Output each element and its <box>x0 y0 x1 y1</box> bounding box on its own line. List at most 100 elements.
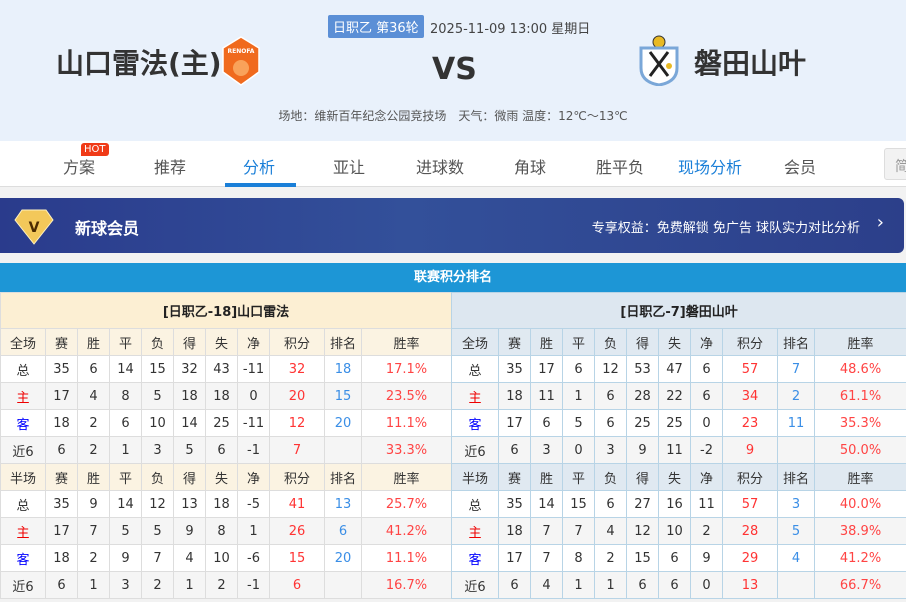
rank <box>324 571 362 599</box>
drawn: 5 <box>562 409 595 437</box>
points: 15 <box>269 544 325 572</box>
column-header: 得 <box>626 463 659 491</box>
goal-diff: 1 <box>237 517 270 545</box>
points: 32 <box>269 355 325 383</box>
row-label: 总 <box>451 355 499 383</box>
home-team-logo[interactable]: RENOFA <box>222 36 260 86</box>
lost: 6 <box>594 490 627 518</box>
goals-for: 53 <box>626 355 659 383</box>
away-team-name[interactable]: 磐田山叶 <box>694 47 807 80</box>
goals-for: 9 <box>626 436 659 464</box>
drawn: 7 <box>562 517 595 545</box>
rank: 5 <box>777 517 815 545</box>
column-header: 半场 <box>0 463 46 491</box>
played: 18 <box>45 544 78 572</box>
goal-diff: 0 <box>690 571 723 599</box>
tab-8[interactable]: 会员 <box>784 158 817 177</box>
row-label: 客 <box>0 409 46 437</box>
column-header: 胜 <box>530 328 563 356</box>
won: 7 <box>530 517 563 545</box>
drawn: 1 <box>562 382 595 410</box>
rank: 7 <box>777 355 815 383</box>
lost: 3 <box>141 436 174 464</box>
tab-5[interactable]: 角球 <box>514 158 547 177</box>
rank: 2 <box>777 382 815 410</box>
goals-against: 6 <box>205 436 238 464</box>
row-label: 总 <box>451 490 499 518</box>
rank <box>324 436 362 464</box>
played: 6 <box>45 571 78 599</box>
tab-6[interactable]: 胜平负 <box>596 158 645 177</box>
column-header: 失 <box>658 463 691 491</box>
league-round-badge[interactable]: 日职乙 第36轮 <box>328 15 424 38</box>
points: 13 <box>722 571 778 599</box>
win-rate: 17.1% <box>360 355 453 383</box>
goal-diff: 11 <box>690 490 723 518</box>
goal-diff: 6 <box>690 382 723 410</box>
column-header: 负 <box>594 463 627 491</box>
tab-4[interactable]: 进球数 <box>416 158 465 177</box>
column-header: 净 <box>237 463 270 491</box>
goals-against: 22 <box>658 382 691 410</box>
column-header: 平 <box>109 328 142 356</box>
drawn: 1 <box>562 571 595 599</box>
won: 17 <box>530 355 563 383</box>
tab-0[interactable]: 方案 <box>63 158 96 177</box>
goal-diff: -11 <box>237 355 270 383</box>
goals-against: 18 <box>205 382 238 410</box>
row-label: 主 <box>451 382 499 410</box>
table-row: 总 35 9 14 12 13 18 -5 41 13 25.7% <box>0 490 453 518</box>
row-label: 客 <box>451 409 499 437</box>
drawn: 9 <box>109 544 142 572</box>
column-header: 平 <box>562 328 595 356</box>
goal-diff: 2 <box>690 517 723 545</box>
win-rate: 38.9% <box>813 517 906 545</box>
tab-nav: 方案 推荐 分析 亚让 进球数 角球 胜平负 现场分析 会员 <box>0 141 906 187</box>
column-header: 全场 <box>0 328 46 356</box>
match-header: 日职乙 第36轮 2025-11-09 13:00 星期日 山口雷法(主) RE… <box>0 0 906 141</box>
rank: 6 <box>324 517 362 545</box>
column-header: 胜率 <box>360 463 453 491</box>
membership-banner[interactable]: V 新球会员 专享权益：免费解锁 免广告 球队实力对比分析 › <box>0 198 904 253</box>
tab-1[interactable]: 推荐 <box>154 158 187 177</box>
drawn: 6 <box>109 409 142 437</box>
table-row: 主 18 7 7 4 12 10 2 28 5 38.9% <box>451 517 906 545</box>
column-header: 全场 <box>451 328 499 356</box>
column-header: 失 <box>205 463 238 491</box>
tab-2[interactable]: 分析 <box>243 158 276 177</box>
column-header: 得 <box>173 328 206 356</box>
row-label: 客 <box>0 544 46 572</box>
tab-3[interactable]: 亚让 <box>333 158 366 177</box>
rank: 18 <box>324 355 362 383</box>
won: 11 <box>530 382 563 410</box>
column-header: 得 <box>173 463 206 491</box>
played: 17 <box>45 517 78 545</box>
goal-diff: 6 <box>690 355 723 383</box>
won: 4 <box>77 382 110 410</box>
won: 7 <box>530 544 563 572</box>
win-rate: 16.7% <box>360 571 453 599</box>
rank <box>777 436 815 464</box>
goals-for: 14 <box>173 409 206 437</box>
column-header: 积分 <box>269 328 325 356</box>
full-header-row: 全场赛胜平负得失净积分 排名 胜率 <box>0 328 453 356</box>
half-header-row: 半场赛胜平负得失净积分 排名 胜率 <box>0 463 453 491</box>
away-standings-table: [日职乙-7]磐田山叶 全场赛胜平负得失净积分 排名 胜率总 35 17 6 12 53 47 6 5… <box>450 292 906 599</box>
win-rate: 48.6% <box>813 355 906 383</box>
home-team-name[interactable]: 山口雷法(主) <box>56 47 222 80</box>
language-button[interactable]: 简 <box>884 148 906 180</box>
away-team-logo[interactable] <box>636 34 682 86</box>
tab-7[interactable]: 现场分析 <box>678 158 743 177</box>
column-header: 负 <box>141 328 174 356</box>
column-header: 积分 <box>722 328 778 356</box>
points: 57 <box>722 355 778 383</box>
hot-badge: HOT <box>81 143 109 156</box>
goal-diff: -1 <box>237 436 270 464</box>
column-header: 负 <box>141 463 174 491</box>
lost: 3 <box>594 436 627 464</box>
chevron-right-icon: › <box>876 212 884 233</box>
played: 18 <box>498 382 531 410</box>
goal-diff: 0 <box>237 382 270 410</box>
rank: 20 <box>324 544 362 572</box>
points: 9 <box>722 436 778 464</box>
